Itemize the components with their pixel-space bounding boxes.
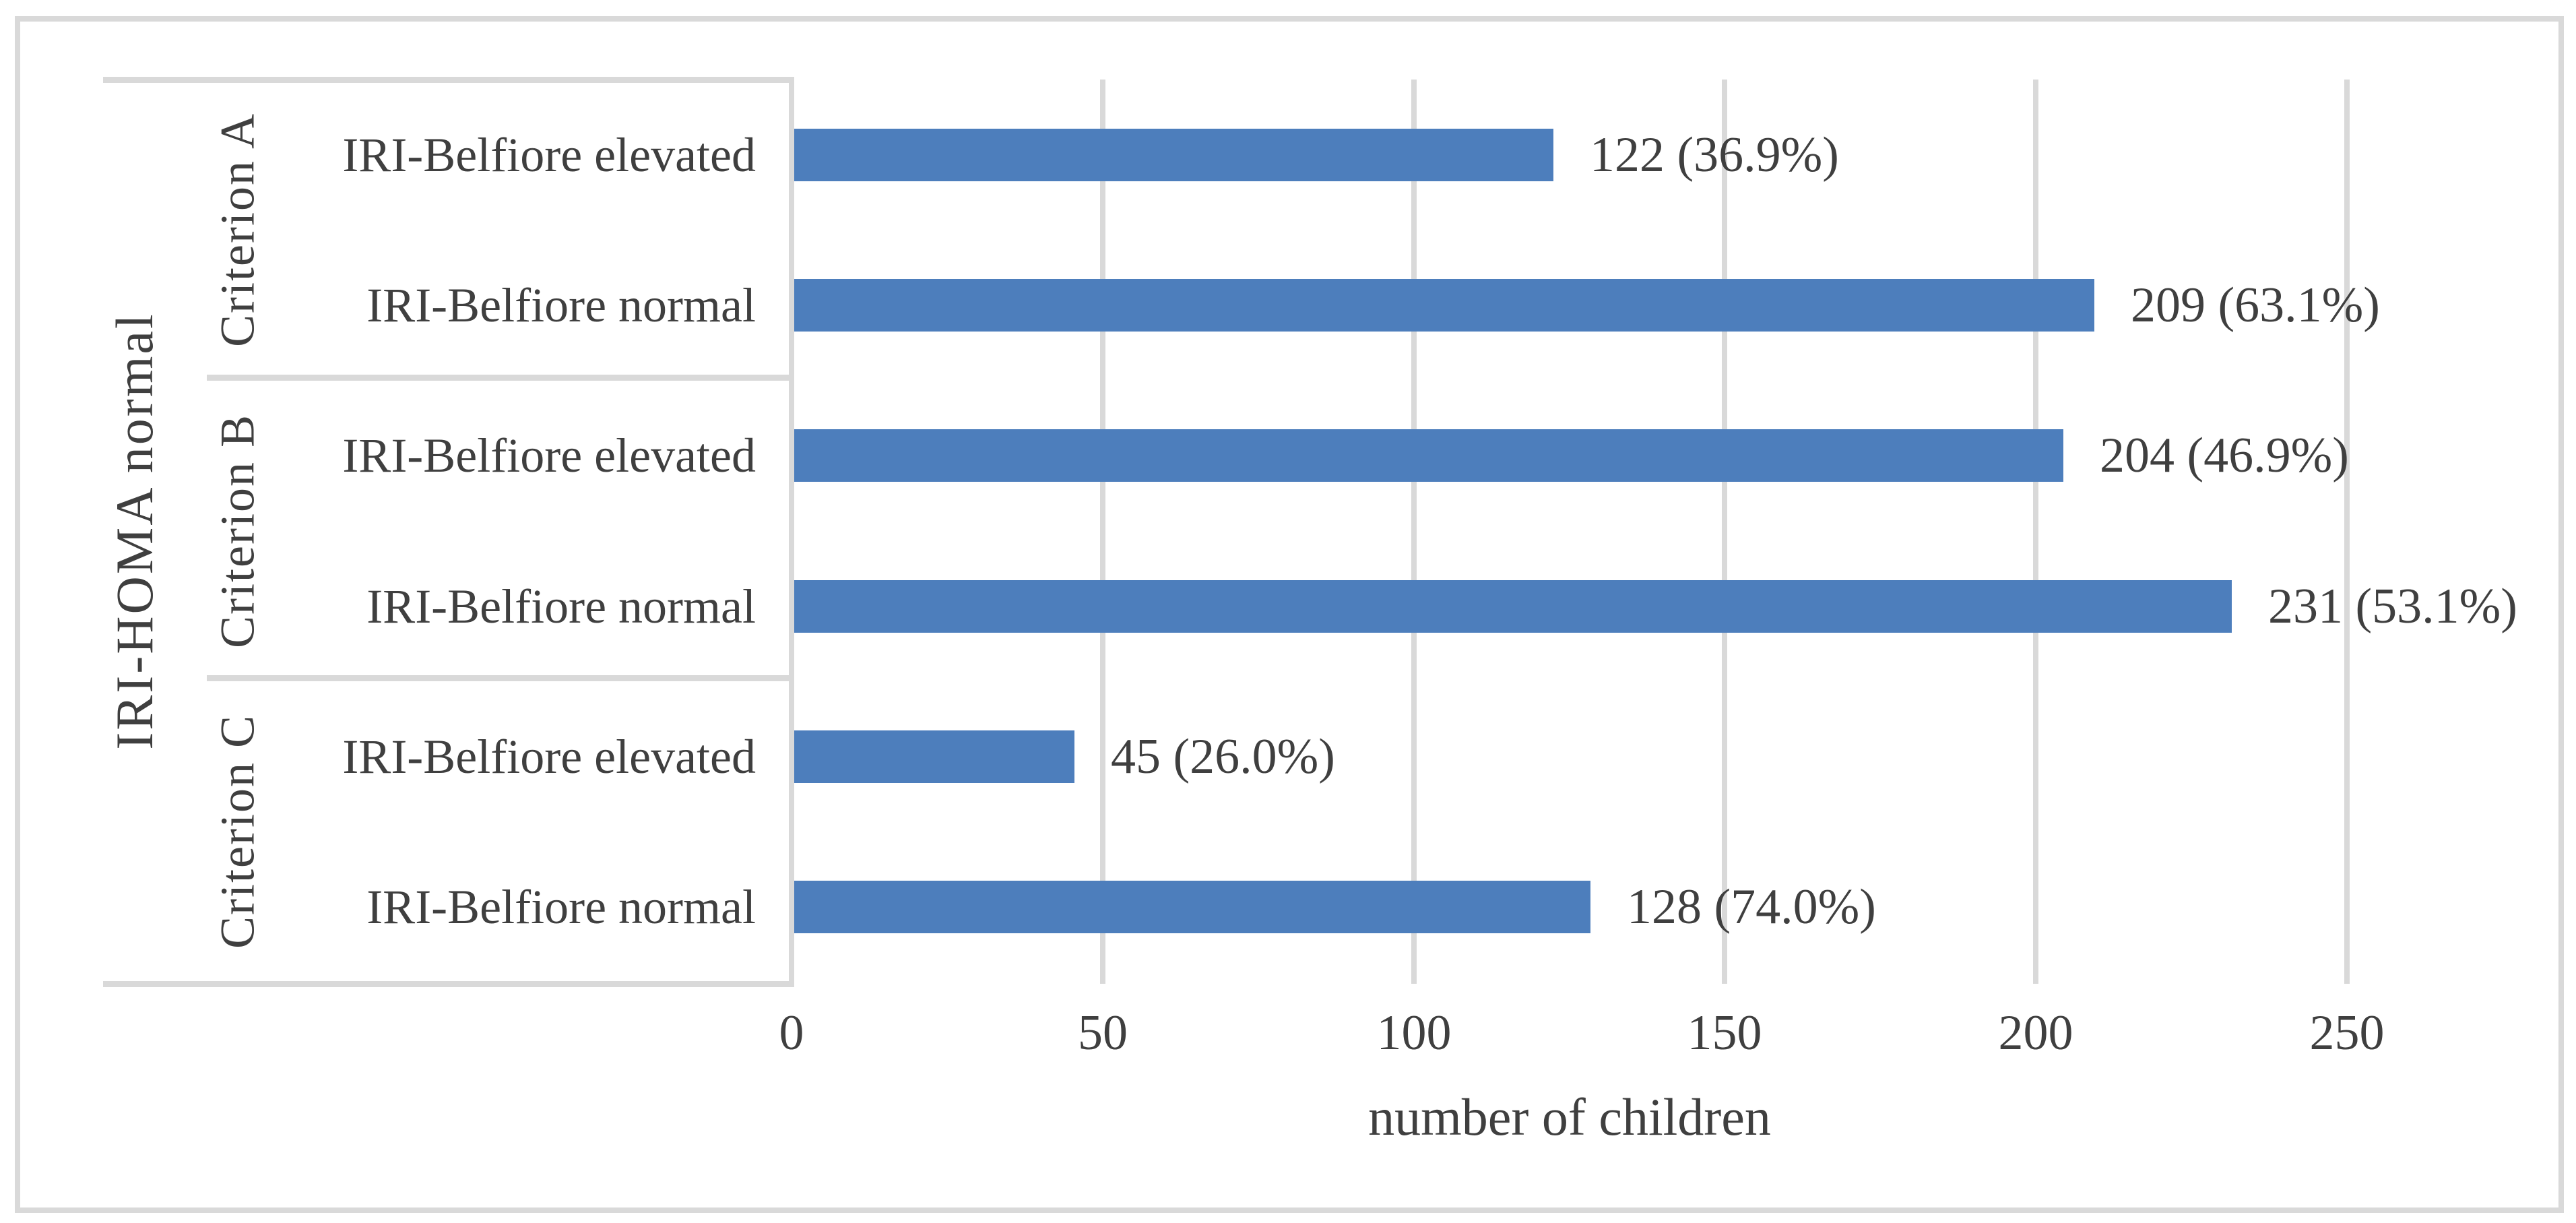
gridline [2033, 80, 2038, 984]
x-tick-label: 100 [1376, 1005, 1452, 1061]
category-label: IRI-Belfiore elevated [342, 730, 756, 784]
x-tick-label: 250 [2309, 1005, 2385, 1061]
bar-row: 231 (53.1%) [794, 580, 2517, 633]
bar-row: 122 (36.9%) [794, 129, 1839, 181]
criterion-group-label: Criterion C [210, 714, 265, 949]
bar-criterionC-normal [794, 881, 1590, 933]
bar-row: 209 (63.1%) [794, 279, 2380, 332]
bar-value-label: 122 (36.9%) [1590, 127, 1839, 183]
figure-border [15, 16, 2564, 1213]
bar-row: 204 (46.9%) [794, 429, 2349, 482]
group-separator [207, 375, 794, 381]
category-axis-bottom-rule [103, 981, 794, 987]
x-axis-title: number of children [1368, 1088, 1771, 1146]
bar-criterionA-elevated [794, 129, 1553, 181]
gridline [2344, 80, 2350, 984]
gridline [1100, 80, 1105, 984]
gridline [1722, 80, 1727, 984]
x-tick-label: 200 [1998, 1005, 2073, 1061]
gridline [1411, 80, 1417, 984]
group-separator [207, 675, 794, 681]
bar-criterionB-normal [794, 580, 2232, 633]
bar-criterionC-elevated [794, 730, 1074, 783]
criterion-group-label: Criterion A [210, 113, 265, 347]
outer-category-axis-label: IRI-HOMA normal [105, 312, 164, 750]
bar-value-label: 45 (26.0%) [1111, 729, 1335, 784]
value-axis-line [789, 80, 794, 984]
bar-value-label: 128 (74.0%) [1627, 879, 1876, 935]
bar-value-label: 204 (46.9%) [2100, 428, 2349, 483]
criterion-group-label: Criterion B [210, 414, 265, 648]
category-axis-top-rule [103, 77, 794, 83]
category-label: IRI-Belfiore normal [366, 880, 756, 934]
x-tick-label: 0 [779, 1005, 804, 1061]
category-label: IRI-Belfiore elevated [342, 128, 756, 182]
bar-row: 45 (26.0%) [794, 730, 1335, 783]
category-label: IRI-Belfiore normal [366, 579, 756, 633]
bar-value-label: 209 (63.1%) [2131, 278, 2380, 333]
x-tick-label: 150 [1687, 1005, 1762, 1061]
bar-criterionB-elevated [794, 429, 2063, 482]
category-label: IRI-Belfiore elevated [342, 429, 756, 482]
category-label: IRI-Belfiore normal [366, 278, 756, 332]
bar-value-label: 231 (53.1%) [2268, 579, 2517, 634]
bar-criterionA-normal [794, 279, 2094, 332]
x-tick-label: 50 [1078, 1005, 1128, 1061]
bar-row: 128 (74.0%) [794, 881, 1876, 933]
